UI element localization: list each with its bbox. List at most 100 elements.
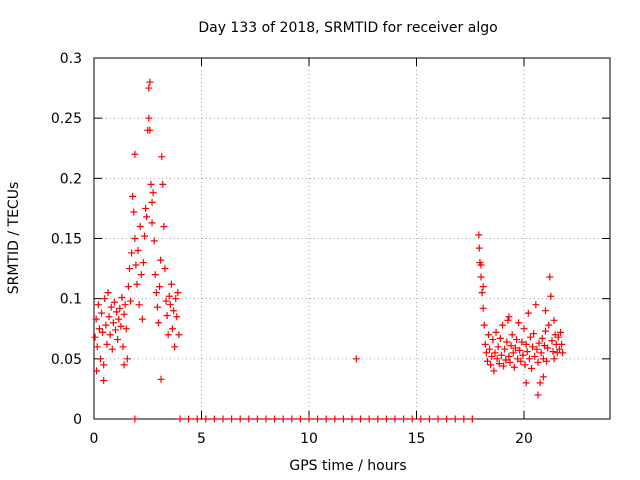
data-point bbox=[530, 330, 538, 338]
data-point bbox=[545, 321, 553, 329]
data-point bbox=[121, 301, 129, 309]
data-point bbox=[508, 331, 516, 339]
data-point bbox=[523, 348, 531, 356]
data-point bbox=[131, 150, 139, 158]
data-point bbox=[105, 313, 113, 321]
data-point bbox=[517, 357, 525, 365]
x-tick-label: 20 bbox=[515, 431, 533, 447]
tick-labels: 0 5 10 15 20 0 0.05 0.1 0.15 0.2 0.25 0.3 bbox=[51, 51, 533, 447]
data-point bbox=[165, 292, 173, 300]
data-point bbox=[210, 415, 218, 423]
data-point bbox=[538, 334, 546, 342]
data-point bbox=[110, 298, 118, 306]
data-point bbox=[164, 331, 172, 339]
x-tick-label: 0 bbox=[90, 431, 99, 447]
data-point bbox=[494, 343, 502, 351]
data-point bbox=[483, 357, 491, 365]
data-point bbox=[500, 362, 508, 370]
data-point bbox=[554, 333, 562, 341]
data-point bbox=[228, 415, 236, 423]
data-point bbox=[112, 326, 119, 334]
data-point bbox=[172, 295, 180, 303]
data-point bbox=[534, 358, 542, 366]
data-point bbox=[478, 289, 486, 297]
data-point bbox=[518, 338, 526, 346]
data-point bbox=[374, 415, 382, 423]
data-point bbox=[114, 336, 122, 344]
data-point bbox=[548, 337, 556, 345]
x-tick-label: 15 bbox=[408, 431, 426, 447]
data-point bbox=[94, 301, 102, 309]
data-point bbox=[510, 363, 518, 371]
x-tick-label: 5 bbox=[197, 431, 206, 447]
data-point bbox=[100, 361, 108, 369]
data-point bbox=[365, 415, 373, 423]
data-point bbox=[558, 340, 566, 348]
data-point bbox=[516, 346, 524, 354]
data-point bbox=[245, 415, 253, 423]
data-point bbox=[417, 415, 425, 423]
data-point bbox=[532, 301, 540, 309]
data-points bbox=[91, 78, 567, 423]
data-point bbox=[520, 325, 528, 333]
data-point bbox=[157, 375, 165, 383]
data-point bbox=[219, 415, 227, 423]
data-point bbox=[146, 126, 154, 134]
data-point bbox=[132, 261, 140, 269]
data-point bbox=[480, 321, 488, 329]
data-point bbox=[443, 415, 451, 423]
data-point bbox=[143, 213, 151, 221]
data-point bbox=[133, 280, 141, 288]
data-point bbox=[253, 415, 261, 423]
data-point bbox=[525, 355, 533, 363]
grid-lines bbox=[94, 58, 610, 419]
data-point bbox=[519, 351, 527, 359]
data-point bbox=[150, 237, 158, 245]
axis-ticks bbox=[93, 57, 610, 420]
data-point bbox=[451, 415, 459, 423]
data-point bbox=[174, 289, 182, 297]
data-point bbox=[425, 415, 433, 423]
data-point bbox=[170, 307, 178, 315]
data-point bbox=[382, 415, 390, 423]
data-point bbox=[408, 415, 416, 423]
data-point bbox=[127, 297, 135, 305]
data-point bbox=[526, 333, 534, 341]
data-point bbox=[148, 198, 156, 206]
data-point bbox=[159, 180, 167, 188]
data-point bbox=[543, 357, 551, 365]
y-tick-label: 0.2 bbox=[60, 171, 82, 187]
data-point bbox=[153, 303, 161, 311]
data-point bbox=[122, 325, 130, 333]
data-point bbox=[102, 321, 110, 329]
y-tick-label: 0.3 bbox=[60, 51, 82, 67]
data-point bbox=[157, 256, 165, 264]
data-point bbox=[100, 376, 108, 384]
data-point bbox=[99, 328, 107, 336]
data-point bbox=[279, 415, 287, 423]
data-point bbox=[505, 313, 513, 321]
data-point bbox=[288, 415, 296, 423]
data-point bbox=[522, 340, 530, 348]
data-point bbox=[98, 309, 106, 317]
data-point bbox=[129, 192, 137, 200]
data-point bbox=[193, 415, 201, 423]
data-point bbox=[504, 316, 512, 324]
data-point bbox=[175, 331, 183, 339]
data-point bbox=[137, 271, 145, 279]
data-point bbox=[139, 259, 147, 267]
data-point bbox=[148, 219, 156, 227]
data-point bbox=[502, 356, 510, 364]
data-point bbox=[539, 373, 547, 381]
data-point bbox=[147, 180, 155, 188]
y-tick-label: 0.25 bbox=[51, 111, 82, 127]
plot-frame bbox=[93, 57, 611, 420]
data-point bbox=[477, 261, 485, 269]
data-point bbox=[305, 415, 313, 423]
data-point bbox=[155, 319, 162, 327]
data-point bbox=[96, 355, 104, 363]
data-point bbox=[92, 315, 100, 323]
data-point bbox=[141, 232, 149, 240]
data-point bbox=[262, 415, 270, 423]
